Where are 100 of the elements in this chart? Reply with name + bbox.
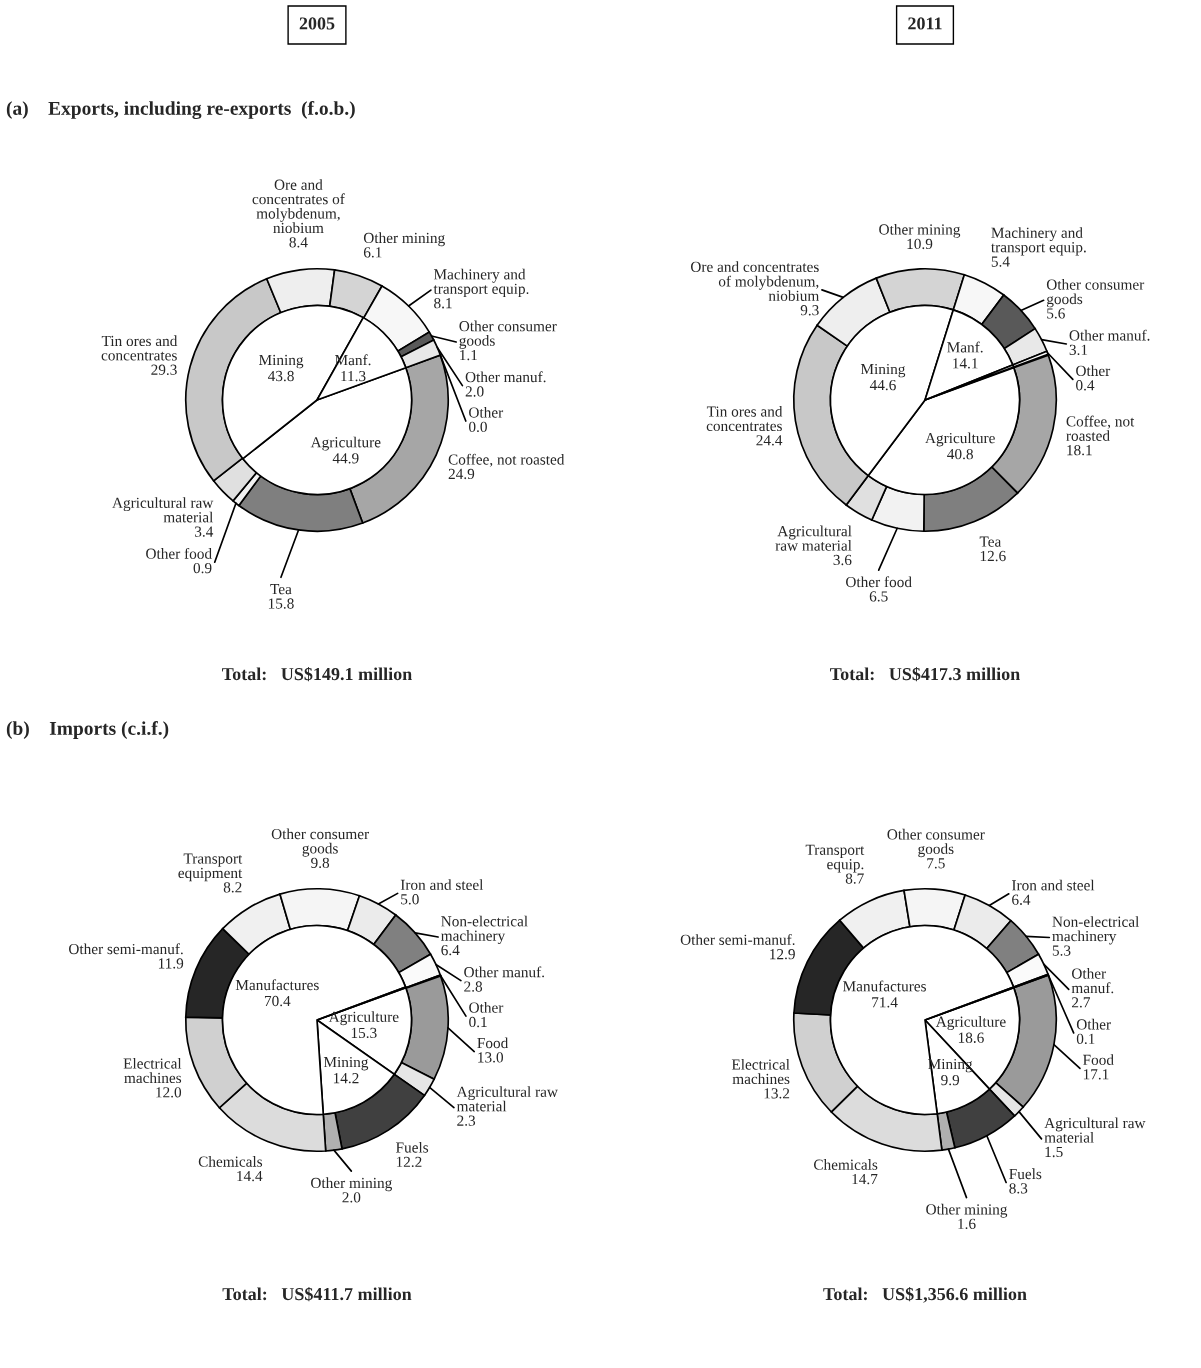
- slice-label: Ore and concentrates of molybdenum, niobium: [252, 179, 345, 234]
- slice-label: Other consumer goods: [1046, 278, 1145, 308]
- data-label: 3.6: [833, 554, 852, 566]
- data-label: 5.6: [1047, 308, 1065, 319]
- chart-title: 2005: [299, 17, 335, 30]
- data-label: 13.2: [764, 1088, 790, 1099]
- data-label: 11.9: [158, 958, 184, 969]
- data-label: 3.1: [1069, 344, 1088, 356]
- data-label: 8.7: [845, 873, 864, 884]
- data-label: 1.5: [1045, 1146, 1063, 1158]
- text: Total: US$149.1 million: [222, 666, 412, 682]
- slice-label: Food: [1083, 1054, 1114, 1066]
- text: Total: US$417.3 million: [830, 666, 1020, 682]
- data-label: 2.7: [1072, 997, 1091, 1008]
- slice-label: Non-electrical machinery: [1052, 916, 1140, 945]
- data-label: 5.3: [1052, 945, 1071, 956]
- chart-subtitle: (a) Exports, including re-exports (f.o.b.): [6, 101, 355, 119]
- data-label: 6.1: [363, 247, 382, 258]
- data-label: 7.5: [927, 858, 945, 869]
- data-label: 0.4: [1076, 380, 1095, 391]
- slice-label: Agricultural raw material: [1044, 1117, 1146, 1143]
- data-label: 14.4: [237, 1170, 263, 1182]
- slice-label: Other manuf.: [1069, 329, 1150, 341]
- slice-label: Tea: [270, 584, 292, 595]
- data-label: 8.2: [223, 882, 242, 893]
- slice-label: Other manuf.: [465, 371, 546, 383]
- slice-label: Chemicals: [198, 1156, 263, 1167]
- data-label: 15.8: [268, 598, 294, 609]
- slice-label: Ore and concentrates of molybdenum, niobium: [690, 261, 820, 301]
- slice-label: Other consumer goods: [459, 320, 557, 349]
- slice-label: Other food: [846, 576, 912, 588]
- data-label: 8.4: [289, 237, 308, 248]
- data-label: 0.9: [193, 562, 212, 574]
- slice-label: Other mining: [311, 1177, 392, 1192]
- slice-label: Other semi-manuf.: [69, 943, 183, 955]
- data-label: 17.1: [1083, 1069, 1109, 1080]
- slice-label: Tea: [979, 536, 1002, 547]
- slice-label: Other manuf.: [464, 966, 544, 978]
- slice-label: Machinery and transport equip.: [433, 268, 529, 298]
- data-label: 29.3: [151, 364, 177, 375]
- category-label: Other: [469, 406, 504, 418]
- data-label: Agriculture 40.8: [925, 432, 995, 460]
- data-label: Mining 44.6: [860, 363, 906, 391]
- slice-label: Machinery and transport equip.: [991, 227, 1086, 256]
- data-label: 13.0: [478, 1052, 504, 1063]
- slice-label: Agricultural raw material: [456, 1086, 558, 1112]
- slice-label: Coffee, not roasted: [448, 453, 565, 467]
- data-label: 9.8: [311, 857, 330, 869]
- slice-label: Other: [469, 1001, 504, 1013]
- data-label: 6.5: [869, 591, 888, 602]
- data-label: 2.3: [457, 1115, 476, 1126]
- slice-label: Other consumer goods: [271, 828, 369, 857]
- data-label: Manufactures 70.4: [235, 979, 319, 1007]
- slice-label: Other consumer goods: [887, 828, 985, 858]
- slice-label: Other: [1076, 1018, 1111, 1030]
- data-label: 12.9: [770, 949, 795, 960]
- data-label: 10.9: [907, 238, 933, 250]
- slice-label: Agricultural raw material: [775, 525, 852, 551]
- data-label: 24.9: [448, 468, 475, 480]
- data-label: 24.4: [756, 435, 783, 446]
- data-label: 3.4: [194, 526, 214, 537]
- data-label: 8.1: [434, 298, 452, 309]
- data-label: 2.0: [342, 1192, 361, 1203]
- data-label: 5.0: [401, 894, 419, 905]
- slice-label: Other semi-manuf.: [680, 934, 795, 945]
- slice-label: Tin ores and concentrates: [706, 405, 783, 432]
- data-label: Mining 43.8: [259, 354, 304, 382]
- data-label: 5.4: [991, 256, 1010, 267]
- data-label: 12.2: [396, 1156, 422, 1168]
- slice-label: Fuels: [395, 1141, 429, 1153]
- slice-label: Other mining: [363, 232, 445, 247]
- data-label: 9.3: [800, 305, 819, 316]
- slice-label: Transport equipment: [178, 853, 243, 882]
- slice-label: Food: [477, 1037, 509, 1049]
- slice-label: Electrical machines: [123, 1057, 182, 1084]
- chart-title: 2011: [908, 17, 942, 30]
- slice-label: Other food: [146, 547, 212, 559]
- data-label: Manf. 14.1: [947, 341, 983, 369]
- data-label: Agriculture 15.3: [328, 1011, 399, 1039]
- data-label: 18.1: [1067, 444, 1092, 456]
- data-label: 12.0: [156, 1087, 182, 1098]
- data-label: 14.7: [852, 1173, 878, 1185]
- data-label: Agriculture 18.6: [935, 1016, 1006, 1043]
- slice-label: Other mining: [926, 1203, 1008, 1218]
- text: Total: US$1,356.6 million: [823, 1286, 1027, 1303]
- data-label: 8.3: [1009, 1183, 1028, 1194]
- slice-label: Coffee, not roasted: [1066, 415, 1135, 441]
- data-label: Agriculture 44.9: [310, 436, 381, 464]
- data-label: 6.4: [1012, 894, 1031, 905]
- data-label: 1.1: [460, 349, 477, 361]
- slice-label: Iron and steel: [400, 879, 484, 891]
- data-label: 1.6: [958, 1218, 976, 1230]
- slice-label: Non-electrical machinery: [441, 915, 528, 944]
- text: 0.0: [469, 421, 487, 433]
- data-label: 2.8: [464, 981, 483, 992]
- chart-subtitle: (b) Imports (c.i.f.): [6, 721, 169, 739]
- slice-label: Tin ores and concentrates: [101, 335, 178, 361]
- slice-label: Other: [1076, 365, 1111, 377]
- data-label: 0.1: [1076, 1033, 1095, 1045]
- slice-label: Chemicals: [813, 1159, 878, 1170]
